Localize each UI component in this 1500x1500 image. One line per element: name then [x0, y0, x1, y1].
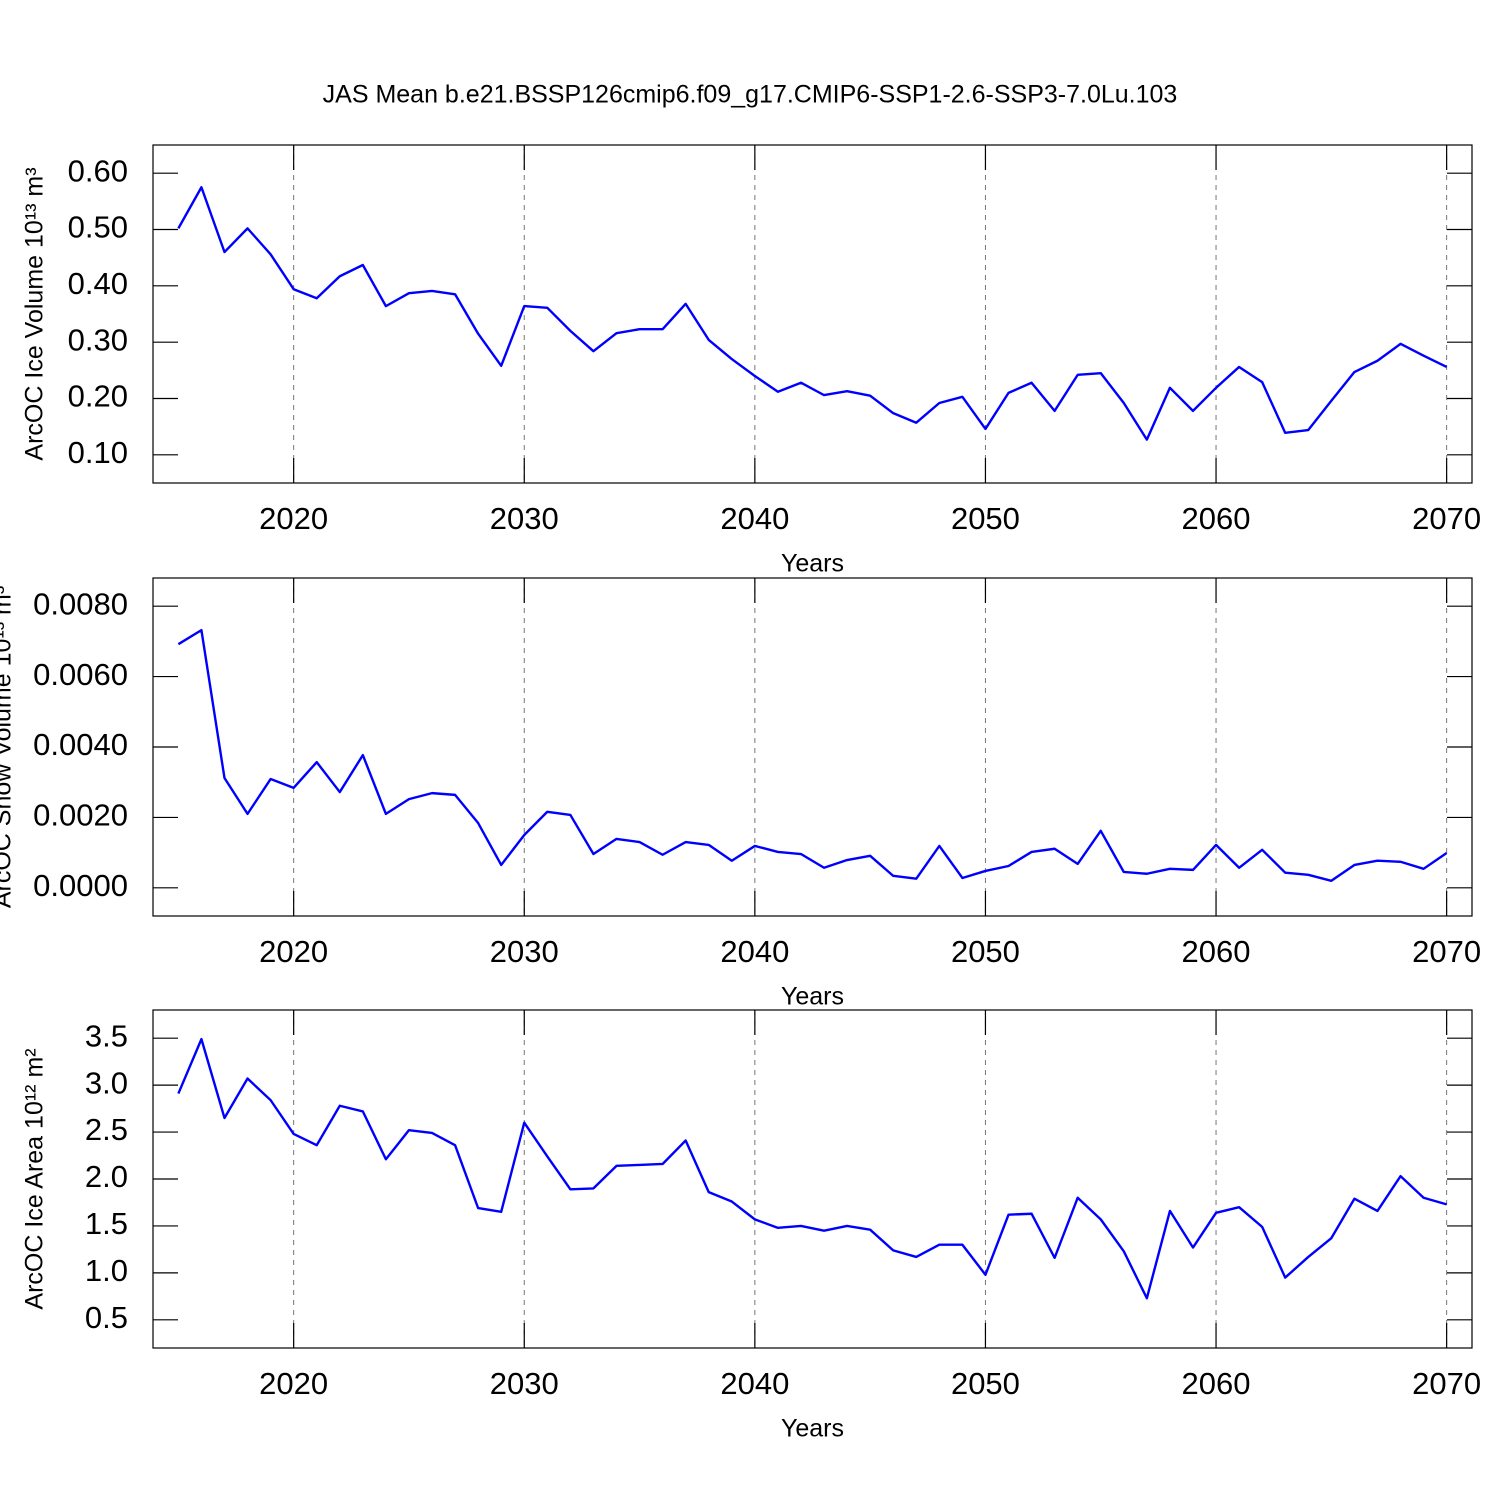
y-axis-label: ArcOC Snow Volume 10¹³ m³	[0, 586, 17, 908]
plot-frame	[152, 577, 1473, 917]
x-tick-label: 2050	[951, 1366, 1020, 1401]
y-tick-label: 1.0	[85, 1253, 128, 1288]
plot-frame	[152, 144, 1473, 484]
x-tick-label: 2020	[259, 934, 328, 969]
x-axis-label: Years	[781, 1415, 844, 1443]
x-tick-label: 2040	[720, 501, 789, 536]
y-tick-label: 0.50	[68, 210, 128, 245]
x-tick-label: 2070	[1412, 934, 1481, 969]
y-tick-label: 0.0020	[33, 798, 128, 833]
plot-frame	[152, 1009, 1473, 1349]
x-tick-label: 2030	[490, 1366, 559, 1401]
y-tick-label: 0.30	[68, 322, 128, 357]
data-line	[177, 186, 1448, 441]
figure-title: JAS Mean b.e21.BSSP126cmip6.f09_g17.CMIP…	[323, 81, 1178, 109]
y-tick-label: 3.5	[85, 1018, 128, 1053]
y-axis-label: ArcOC Ice Area 10¹² m²	[21, 1048, 49, 1309]
y-tick-label: 0.0040	[33, 727, 128, 762]
x-tick-label: 2060	[1182, 501, 1251, 536]
y-tick-label: 2.5	[85, 1112, 128, 1147]
y-tick-label: 0.60	[68, 153, 128, 188]
y-tick-label: 0.40	[68, 266, 128, 301]
x-tick-label: 2040	[720, 1366, 789, 1401]
x-tick-label: 2060	[1182, 1366, 1251, 1401]
y-tick-label: 0.5	[85, 1300, 128, 1335]
x-tick-label: 2020	[259, 1366, 328, 1401]
x-tick-label: 2030	[490, 934, 559, 969]
x-tick-label: 2020	[259, 501, 328, 536]
y-tick-label: 2.0	[85, 1159, 128, 1194]
y-tick-label: 0.20	[68, 379, 128, 414]
x-axis-label: Years	[781, 550, 844, 578]
x-tick-label: 2050	[951, 934, 1020, 969]
x-tick-label: 2050	[951, 501, 1020, 536]
x-tick-label: 2060	[1182, 934, 1251, 969]
y-tick-label: 0.0000	[33, 868, 128, 903]
x-tick-label: 2070	[1412, 501, 1481, 536]
data-line	[177, 628, 1448, 882]
x-tick-label: 2040	[720, 934, 789, 969]
y-axis-label: ArcOC Ice Volume 10¹³ m³	[21, 167, 49, 460]
y-tick-label: 0.0060	[33, 657, 128, 692]
x-tick-label: 2070	[1412, 1366, 1481, 1401]
x-tick-label: 2030	[490, 501, 559, 536]
x-axis-label: Years	[781, 983, 844, 1011]
y-tick-label: 3.0	[85, 1065, 128, 1100]
y-tick-label: 1.5	[85, 1206, 128, 1241]
y-tick-label: 0.10	[68, 435, 128, 470]
data-line	[177, 1037, 1447, 1300]
y-tick-label: 0.0080	[33, 586, 128, 621]
